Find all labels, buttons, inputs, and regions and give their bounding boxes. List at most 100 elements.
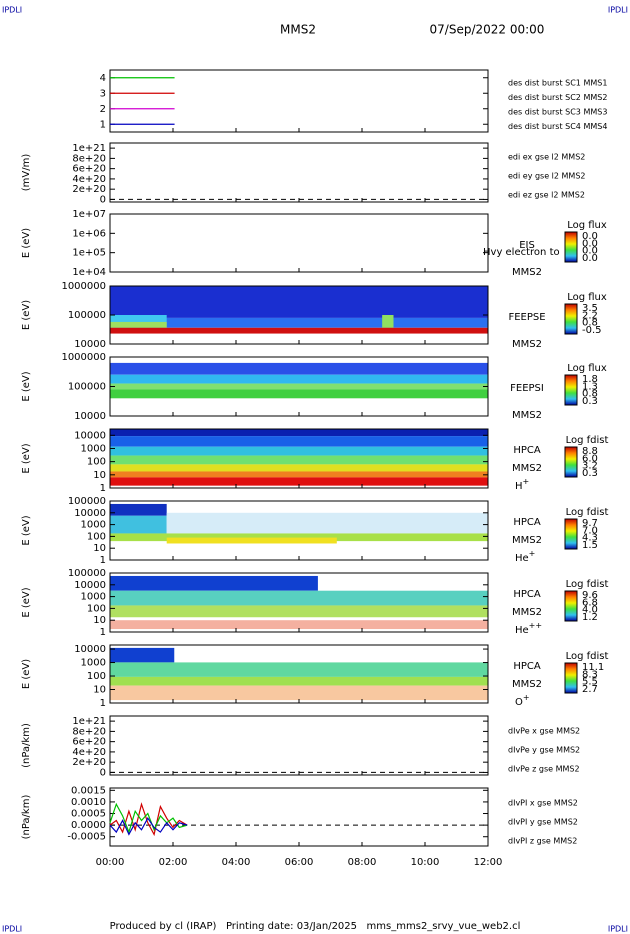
instrument-label: MMS2 xyxy=(512,267,542,278)
colorbar-tick-label: 8.3 xyxy=(582,669,598,680)
spectrogram-fill xyxy=(110,477,488,486)
colorbar-tick-label: 0.0 xyxy=(582,238,598,249)
species-label: He++ xyxy=(515,621,542,637)
instrument-label: MMS2 xyxy=(512,679,542,690)
y-tick-label: 2 xyxy=(100,104,106,115)
colorbar-title: Log fdist xyxy=(566,579,609,590)
y-tick-label: 10000 xyxy=(74,411,106,422)
corner-mark: IPDLI xyxy=(2,6,22,15)
spectrogram-fill xyxy=(110,286,488,318)
instrument-label: HPCA xyxy=(513,661,541,672)
charge: + xyxy=(523,477,530,486)
y-tick-label: 10 xyxy=(93,470,106,481)
y-tick-label: 8e+20 xyxy=(72,726,106,737)
charge: + xyxy=(529,549,536,558)
y-tick-label: 1000 xyxy=(81,443,106,454)
y-tick-label: 1000 xyxy=(81,658,106,669)
spectrogram-fill xyxy=(110,464,488,472)
colorbar-tick-label: 2.2 xyxy=(582,310,598,321)
spectrogram-fill xyxy=(110,321,167,328)
spectrogram-fill xyxy=(110,429,488,437)
y-tick-label: 100 xyxy=(87,457,106,468)
colorbar-tick-label: 9.7 xyxy=(582,518,598,529)
spectrogram-fill xyxy=(110,383,488,390)
spectrogram-fill xyxy=(110,676,488,686)
instrument-label: MMS2 xyxy=(512,607,542,618)
y-tick-label: 1e+06 xyxy=(72,228,106,239)
legend-entry: edi ex gse l2 MMS2 xyxy=(508,153,585,162)
corner-mark: IPDLI xyxy=(608,6,628,15)
y-tick-label: 0.0005 xyxy=(71,809,106,820)
spectrogram-fill xyxy=(166,537,337,544)
colorbar-title: Log fdist xyxy=(566,651,609,662)
spectrogram-fill xyxy=(110,662,488,677)
colorbar-tick-label: 3.2 xyxy=(582,461,598,472)
species: He xyxy=(515,553,529,564)
y-tick-label: 1000 xyxy=(81,520,106,531)
y-tick-label: 6e+20 xyxy=(72,164,106,175)
y-axis-label: E (eV) xyxy=(21,371,32,401)
colorbar xyxy=(564,446,578,478)
y-tick-label: 1 xyxy=(100,627,106,638)
spectrogram-fill xyxy=(110,471,488,478)
y-tick-label: 1000000 xyxy=(61,352,106,363)
colorbar-tick-label: 9.6 xyxy=(582,590,598,601)
y-tick-label: 1000000 xyxy=(61,281,106,292)
legend-entry: des dist burst SC4 MMS4 xyxy=(508,122,607,131)
colorbar xyxy=(564,374,578,406)
y-tick-label: 1000 xyxy=(81,592,106,603)
y-tick-label: 3 xyxy=(100,88,106,99)
species-label: He+ xyxy=(515,549,535,565)
spectrogram-fill xyxy=(110,446,488,456)
colorbar-title: Log flux xyxy=(567,363,607,374)
y-tick-label: 1e+21 xyxy=(72,716,106,727)
spectrogram-fill xyxy=(110,317,488,328)
y-tick-label: 0.0015 xyxy=(71,785,106,796)
legend-entry: dIvPI x gse MMS2 xyxy=(508,799,578,808)
colorbar-tick-label: 11.1 xyxy=(582,662,604,673)
x-tick-label: 04:00 xyxy=(222,857,251,868)
instrument-label: EIS xyxy=(519,240,535,251)
y-tick-label: 100 xyxy=(87,603,106,614)
spectrogram-fill xyxy=(382,315,394,328)
colorbar-tick-label: 0.0 xyxy=(582,231,598,242)
legend-entry: des dist burst SC2 MMS2 xyxy=(508,93,607,102)
colorbar-tick-label: 4.0 xyxy=(582,605,598,616)
colorbar-tick-label: 0.3 xyxy=(582,468,598,479)
spectrogram-fill xyxy=(110,374,488,384)
y-axis-label: (nPa/km) xyxy=(21,795,32,840)
species-label: H+ xyxy=(515,477,529,493)
title: MMS2 xyxy=(280,23,316,37)
colorbar-title: Log fdist xyxy=(566,507,609,518)
spectrogram-fill xyxy=(110,515,167,534)
y-tick-label: 100000 xyxy=(68,310,106,321)
y-tick-label: 1 xyxy=(100,119,106,130)
spectrogram-fill xyxy=(110,503,167,516)
spectrogram-fill xyxy=(110,620,488,630)
instrument-label: MMS2 xyxy=(512,463,542,474)
panel-frame xyxy=(109,213,489,273)
legend-entry: des dist burst SC3 MMS3 xyxy=(508,108,607,117)
corner-mark: IPDLI xyxy=(2,925,22,934)
colorbar-tick-label: 4.3 xyxy=(582,533,598,544)
charge: ++ xyxy=(529,621,542,630)
spectrogram-fill xyxy=(110,605,488,618)
instrument-label: HPCA xyxy=(513,589,541,600)
y-axis-label: (nPa/km) xyxy=(21,723,32,768)
instrument-label: FEEPSE xyxy=(508,312,545,323)
colorbar-tick-label: 0.8 xyxy=(582,318,598,329)
y-tick-label: 1 xyxy=(100,698,106,709)
legend-entry: dIvPI z gse MMS2 xyxy=(508,837,577,846)
y-tick-label: 10000 xyxy=(74,508,106,519)
y-tick-label: 1e+21 xyxy=(72,143,106,154)
y-tick-label: 100 xyxy=(87,671,106,682)
y-tick-label: 10000 xyxy=(74,644,106,655)
colorbar-tick-label: 1.3 xyxy=(582,381,598,392)
legend-entry: edi ez gse l2 MMS2 xyxy=(508,191,585,200)
y-tick-label: 10 xyxy=(93,543,106,554)
instrument-label: FEEPSI xyxy=(510,383,544,394)
legend-entry: edi ey gse l2 MMS2 xyxy=(508,172,586,181)
colorbar-title: Log fdist xyxy=(566,435,609,446)
colorbar-tick-label: 8.8 xyxy=(582,446,598,457)
colorbar-tick-label: 1.2 xyxy=(582,612,598,623)
